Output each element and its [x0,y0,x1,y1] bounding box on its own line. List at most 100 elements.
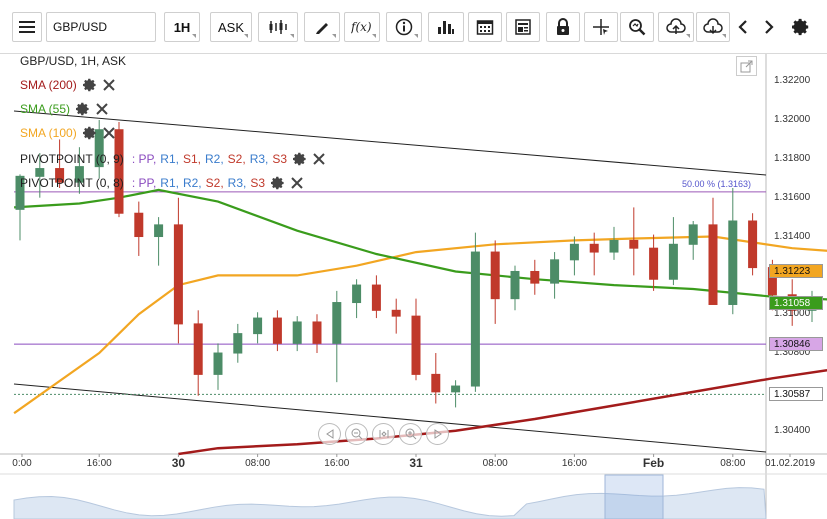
triangle-left-icon [325,429,333,439]
time-tick-label: 16:00 [324,458,350,469]
drawing-tools-button[interactable] [304,12,340,42]
candle-body [193,323,203,375]
time-tick-label: Feb [642,456,665,470]
candle-body [569,243,579,261]
hamburger-menu-button[interactable] [12,12,42,42]
gear-icon[interactable] [293,152,307,166]
lock-button[interactable] [546,12,580,42]
pivot-item-s1: S1, [182,152,201,166]
close-icon[interactable] [102,79,115,91]
pivot2-label: PIVOTPOINT (0, 8) [20,176,124,190]
gear-icon[interactable] [82,126,97,140]
navigator-window [604,474,664,519]
indicators-button[interactable]: f(x) [344,12,380,42]
candle-body [35,168,45,177]
price-tag-pp: 1.30846 [769,337,823,352]
gear-icon[interactable] [82,78,97,92]
sma200-line [178,368,827,456]
price-type-dropdown[interactable]: ASK [210,12,252,42]
crosshair-icon [593,19,609,35]
crosshair-button[interactable] [584,12,618,42]
candle-body [688,224,698,245]
price-tick-label: 1.31800 [774,152,811,164]
expand-button[interactable] [736,56,757,76]
pan-left-button[interactable] [318,423,341,445]
candle-body [470,251,480,387]
candlestick-icon [269,20,287,34]
time-tick-label: 08:00 [720,458,746,469]
close-icon[interactable] [291,177,303,189]
channel-lower-line [13,383,767,453]
pivot1-label: PIVOTPOINT (0, 9) [20,152,124,166]
candle-body [352,284,362,304]
chart-type-button[interactable] [258,12,298,42]
reset-view-button[interactable] [372,423,395,445]
price-tick-label: 1.30400 [774,424,811,436]
pan-right-button[interactable] [426,423,449,445]
legend-sma55: SMA (55) [20,100,108,118]
navigator-area [13,487,767,519]
pivot-item-r3: R3, [227,176,247,190]
upload-button[interactable] [658,12,694,42]
pivot1-items: : PP, R1, S1, R2, S2, R3, S3 [128,152,287,166]
volume-button[interactable] [428,12,464,42]
chart-navigation [318,423,449,445]
zoom-button[interactable] [620,12,654,42]
pivot-item-s2: S2, [205,176,224,190]
candle-body [609,239,619,253]
calendar-button[interactable] [468,12,502,42]
candle-body [490,251,500,300]
zoom-out-button[interactable] [345,423,368,445]
price-tag-last: 1.30587 [769,387,823,402]
candle-body [292,321,302,344]
gear-icon[interactable] [76,102,90,116]
candle-body [391,309,401,317]
close-icon[interactable] [96,103,108,115]
candle-body [668,243,678,280]
sma100-label: SMA (100) [20,126,77,140]
candle-body [629,239,639,249]
pen-icon [316,23,328,34]
candle-body [411,315,421,375]
sma200-label: SMA (200) [20,78,77,92]
time-tick-label: 01.02.2019 [764,458,816,469]
sma55-label: SMA (55) [20,102,71,116]
chart-area[interactable]: 50.00 % (1.3163) GBP/USD, 1H, ASK SMA (2… [0,54,827,519]
pivot-item-pp: : PP, [131,176,157,190]
close-icon[interactable] [102,127,115,139]
price-axis[interactable]: 1.32200 1.32000 1.31800 1.31600 1.31400 1.312… [767,54,827,454]
pivot2-items: : PP, R1, R2, S2, R3, S3 [128,176,265,190]
candle-body [233,333,243,354]
pivot-item-s3: S3 [272,152,288,166]
time-tick-label: 30 [171,456,186,470]
expand-icon [740,60,752,73]
timeframe-dropdown[interactable]: 1H [164,12,200,42]
pivot-item-s3: S3 [250,176,266,190]
price-tick-label: 1.32000 [774,114,811,126]
reset-view-icon [379,430,388,438]
scroll-left-button[interactable] [730,12,756,42]
download-button[interactable] [696,12,730,42]
info-button[interactable] [386,12,422,42]
legend-pivot-1: PIVOTPOINT (0, 9) : PP, R1, S1, R2, S2, R3, S3 [20,150,325,168]
gear-icon [792,18,809,36]
zoom-in-button[interactable] [399,423,422,445]
candle-body [332,302,342,344]
close-icon[interactable] [313,153,325,165]
settings-button[interactable] [786,12,816,42]
scroll-right-button[interactable] [756,12,782,42]
time-tick-label: 16:00 [86,458,112,469]
gear-icon[interactable] [271,176,285,190]
function-icon: f(x) [351,20,372,34]
news-button[interactable] [506,12,540,42]
toolbar: 1H ASK f(x) [0,0,827,54]
chart-canvas[interactable] [0,54,827,519]
time-tick-label: 31 [409,456,423,470]
legend-title: GBP/USD, 1H, ASK [20,52,126,70]
pivot-item-s2: S2, [227,152,246,166]
symbol-input[interactable] [46,12,156,42]
price-tick-label: 1.31000 [774,308,811,320]
candle-body [451,385,461,393]
candle-body [728,220,738,305]
